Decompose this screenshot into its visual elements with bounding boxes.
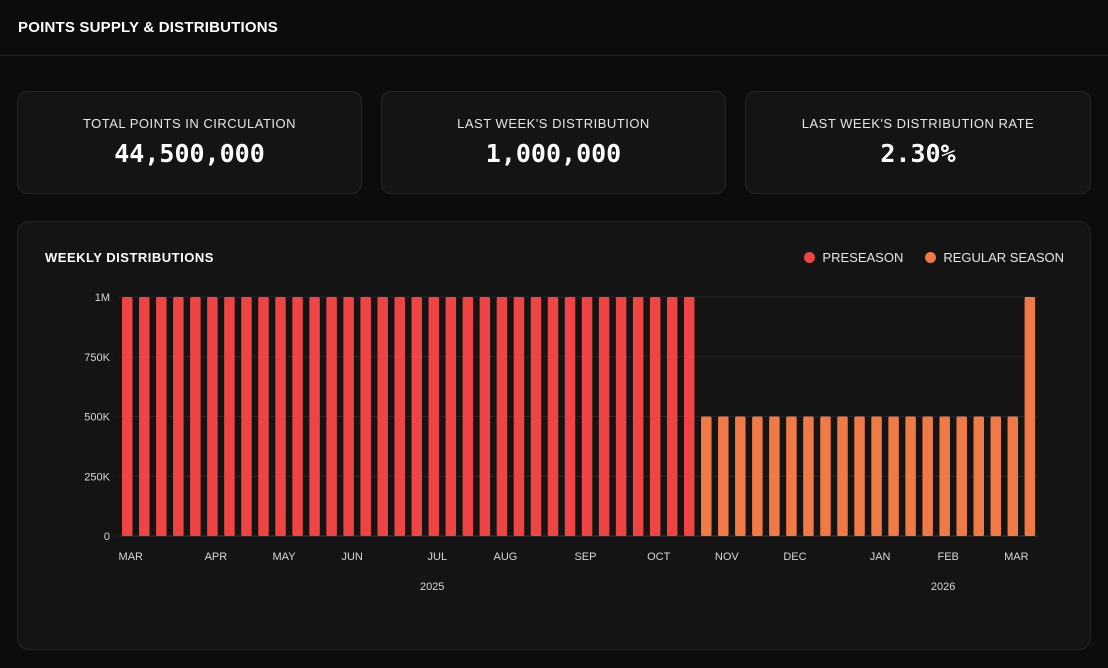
legend-label: REGULAR SEASON bbox=[943, 250, 1064, 265]
stat-card-last-week-distribution: LAST WEEK'S DISTRIBUTION 1,000,000 bbox=[381, 91, 726, 194]
regular-season-dot-icon bbox=[925, 252, 937, 263]
stat-card-total-points: TOTAL POINTS IN CIRCULATION 44,500,000 bbox=[17, 91, 362, 194]
panel-title: WEEKLY DISTRIBUTIONS bbox=[45, 250, 214, 265]
stat-label: TOTAL POINTS IN CIRCULATION bbox=[82, 116, 297, 131]
legend-item-regular-season[interactable]: REGULAR SEASON bbox=[925, 250, 1064, 265]
stat-cards: TOTAL POINTS IN CIRCULATION 44,500,000 L… bbox=[17, 91, 1091, 194]
weekly-distributions-panel: WEEKLY DISTRIBUTIONS PRESEASON REGULAR S… bbox=[17, 221, 1091, 650]
stat-card-distribution-rate: LAST WEEK'S DISTRIBUTION RATE 2.30% bbox=[745, 91, 1091, 194]
stat-value: 44,500,000 bbox=[114, 139, 265, 168]
legend-label: PRESEASON bbox=[822, 250, 904, 265]
stat-label: LAST WEEK'S DISTRIBUTION bbox=[457, 116, 650, 131]
page-title: POINTS SUPPLY & DISTRIBUTIONS bbox=[18, 19, 279, 36]
chart-legend: PRESEASON REGULAR SEASON bbox=[782, 250, 1064, 265]
stat-value: 1,000,000 bbox=[485, 139, 622, 168]
stat-label: LAST WEEK'S DISTRIBUTION RATE bbox=[801, 116, 1035, 131]
page-header: POINTS SUPPLY & DISTRIBUTIONS bbox=[0, 0, 1108, 56]
legend-item-preseason[interactable]: PRESEASON bbox=[804, 250, 903, 265]
stat-value: 2.30% bbox=[880, 139, 956, 168]
preseason-dot-icon bbox=[804, 252, 816, 263]
